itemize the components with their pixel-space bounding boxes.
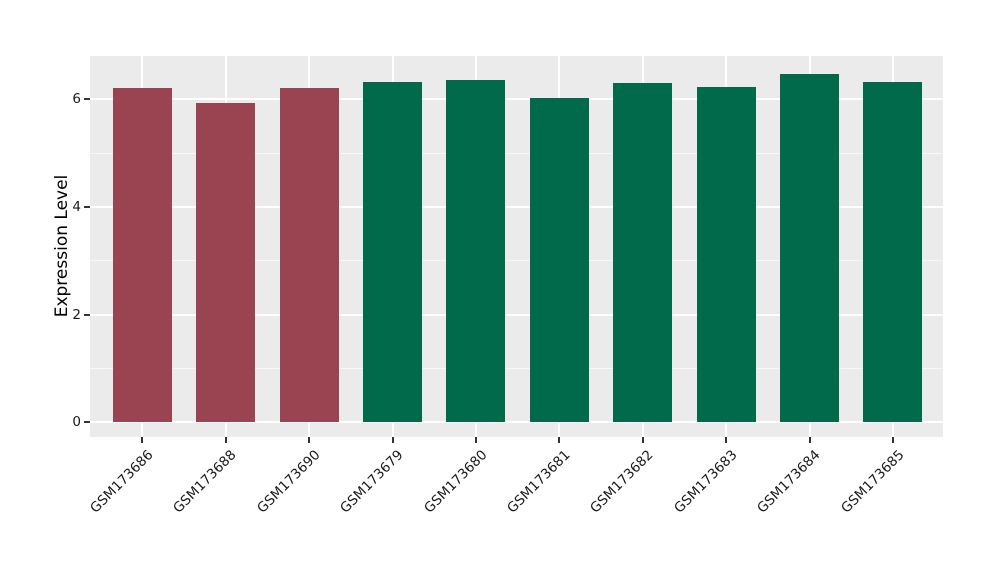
y-tick-mark-6 <box>84 98 90 101</box>
x-tick-label-text: GSM173682 <box>587 447 658 517</box>
bar-GSM173679 <box>363 82 422 423</box>
gridline-minor-y-5 <box>90 152 943 154</box>
gridline-major-y-6 <box>90 98 943 101</box>
y-tick-mark-4 <box>84 205 90 208</box>
y-tick-label-2: 2 <box>72 306 81 323</box>
x-tick-label-text: GSM173684 <box>754 447 824 517</box>
x-tick-mark-GSM173682 <box>641 437 644 443</box>
bar-GSM173690 <box>279 87 339 423</box>
x-tick-mark-GSM173684 <box>808 437 811 443</box>
x-tick-mark-GSM173688 <box>224 437 227 443</box>
x-tick-mark-GSM173681 <box>558 437 561 443</box>
x-tick-label-text: GSM173679 <box>337 447 407 517</box>
x-tick-mark-GSM173685 <box>891 437 894 443</box>
bar-GSM173688 <box>196 103 256 423</box>
x-tick-label-text: GSM173690 <box>253 447 324 517</box>
x-tick-label-text: GSM173680 <box>420 447 491 517</box>
x-tick-label-text: GSM173685 <box>837 447 908 517</box>
bar-GSM173680 <box>446 79 506 423</box>
x-tick-label-text: GSM173688 <box>170 447 241 517</box>
x-tick-label-text: GSM173683 <box>670 447 741 517</box>
y-tick-mark-0 <box>84 421 90 424</box>
bar-GSM173683 <box>696 87 756 423</box>
y-tick-mark-2 <box>84 313 90 316</box>
x-tick-label-text: GSM173686 <box>87 447 157 517</box>
x-tick-mark-GSM173679 <box>391 437 394 443</box>
bar-GSM173682 <box>613 82 673 423</box>
bar-GSM173685 <box>863 81 923 423</box>
x-tick-mark-GSM173680 <box>474 437 477 443</box>
gridline-major-y-4 <box>90 205 943 208</box>
y-tick-label-4: 4 <box>72 198 81 215</box>
gridline-minor-y-3 <box>90 260 943 262</box>
bar-GSM173686 <box>112 88 172 423</box>
y-axis-title: Expression Level <box>52 174 72 318</box>
bar-GSM173681 <box>529 98 589 423</box>
gridline-major-y-0 <box>90 421 943 424</box>
gridline-minor-y-1 <box>90 368 943 370</box>
x-tick-mark-GSM173690 <box>308 437 311 443</box>
y-tick-label-6: 6 <box>72 91 81 108</box>
x-tick-mark-GSM173683 <box>725 437 728 443</box>
gridline-major-y-2 <box>90 313 943 316</box>
plot-panel <box>90 56 943 437</box>
x-tick-label-text: GSM173681 <box>504 447 574 517</box>
x-tick-mark-GSM173686 <box>141 437 144 443</box>
y-tick-label-0: 0 <box>72 414 81 431</box>
bar-GSM173684 <box>780 74 839 423</box>
